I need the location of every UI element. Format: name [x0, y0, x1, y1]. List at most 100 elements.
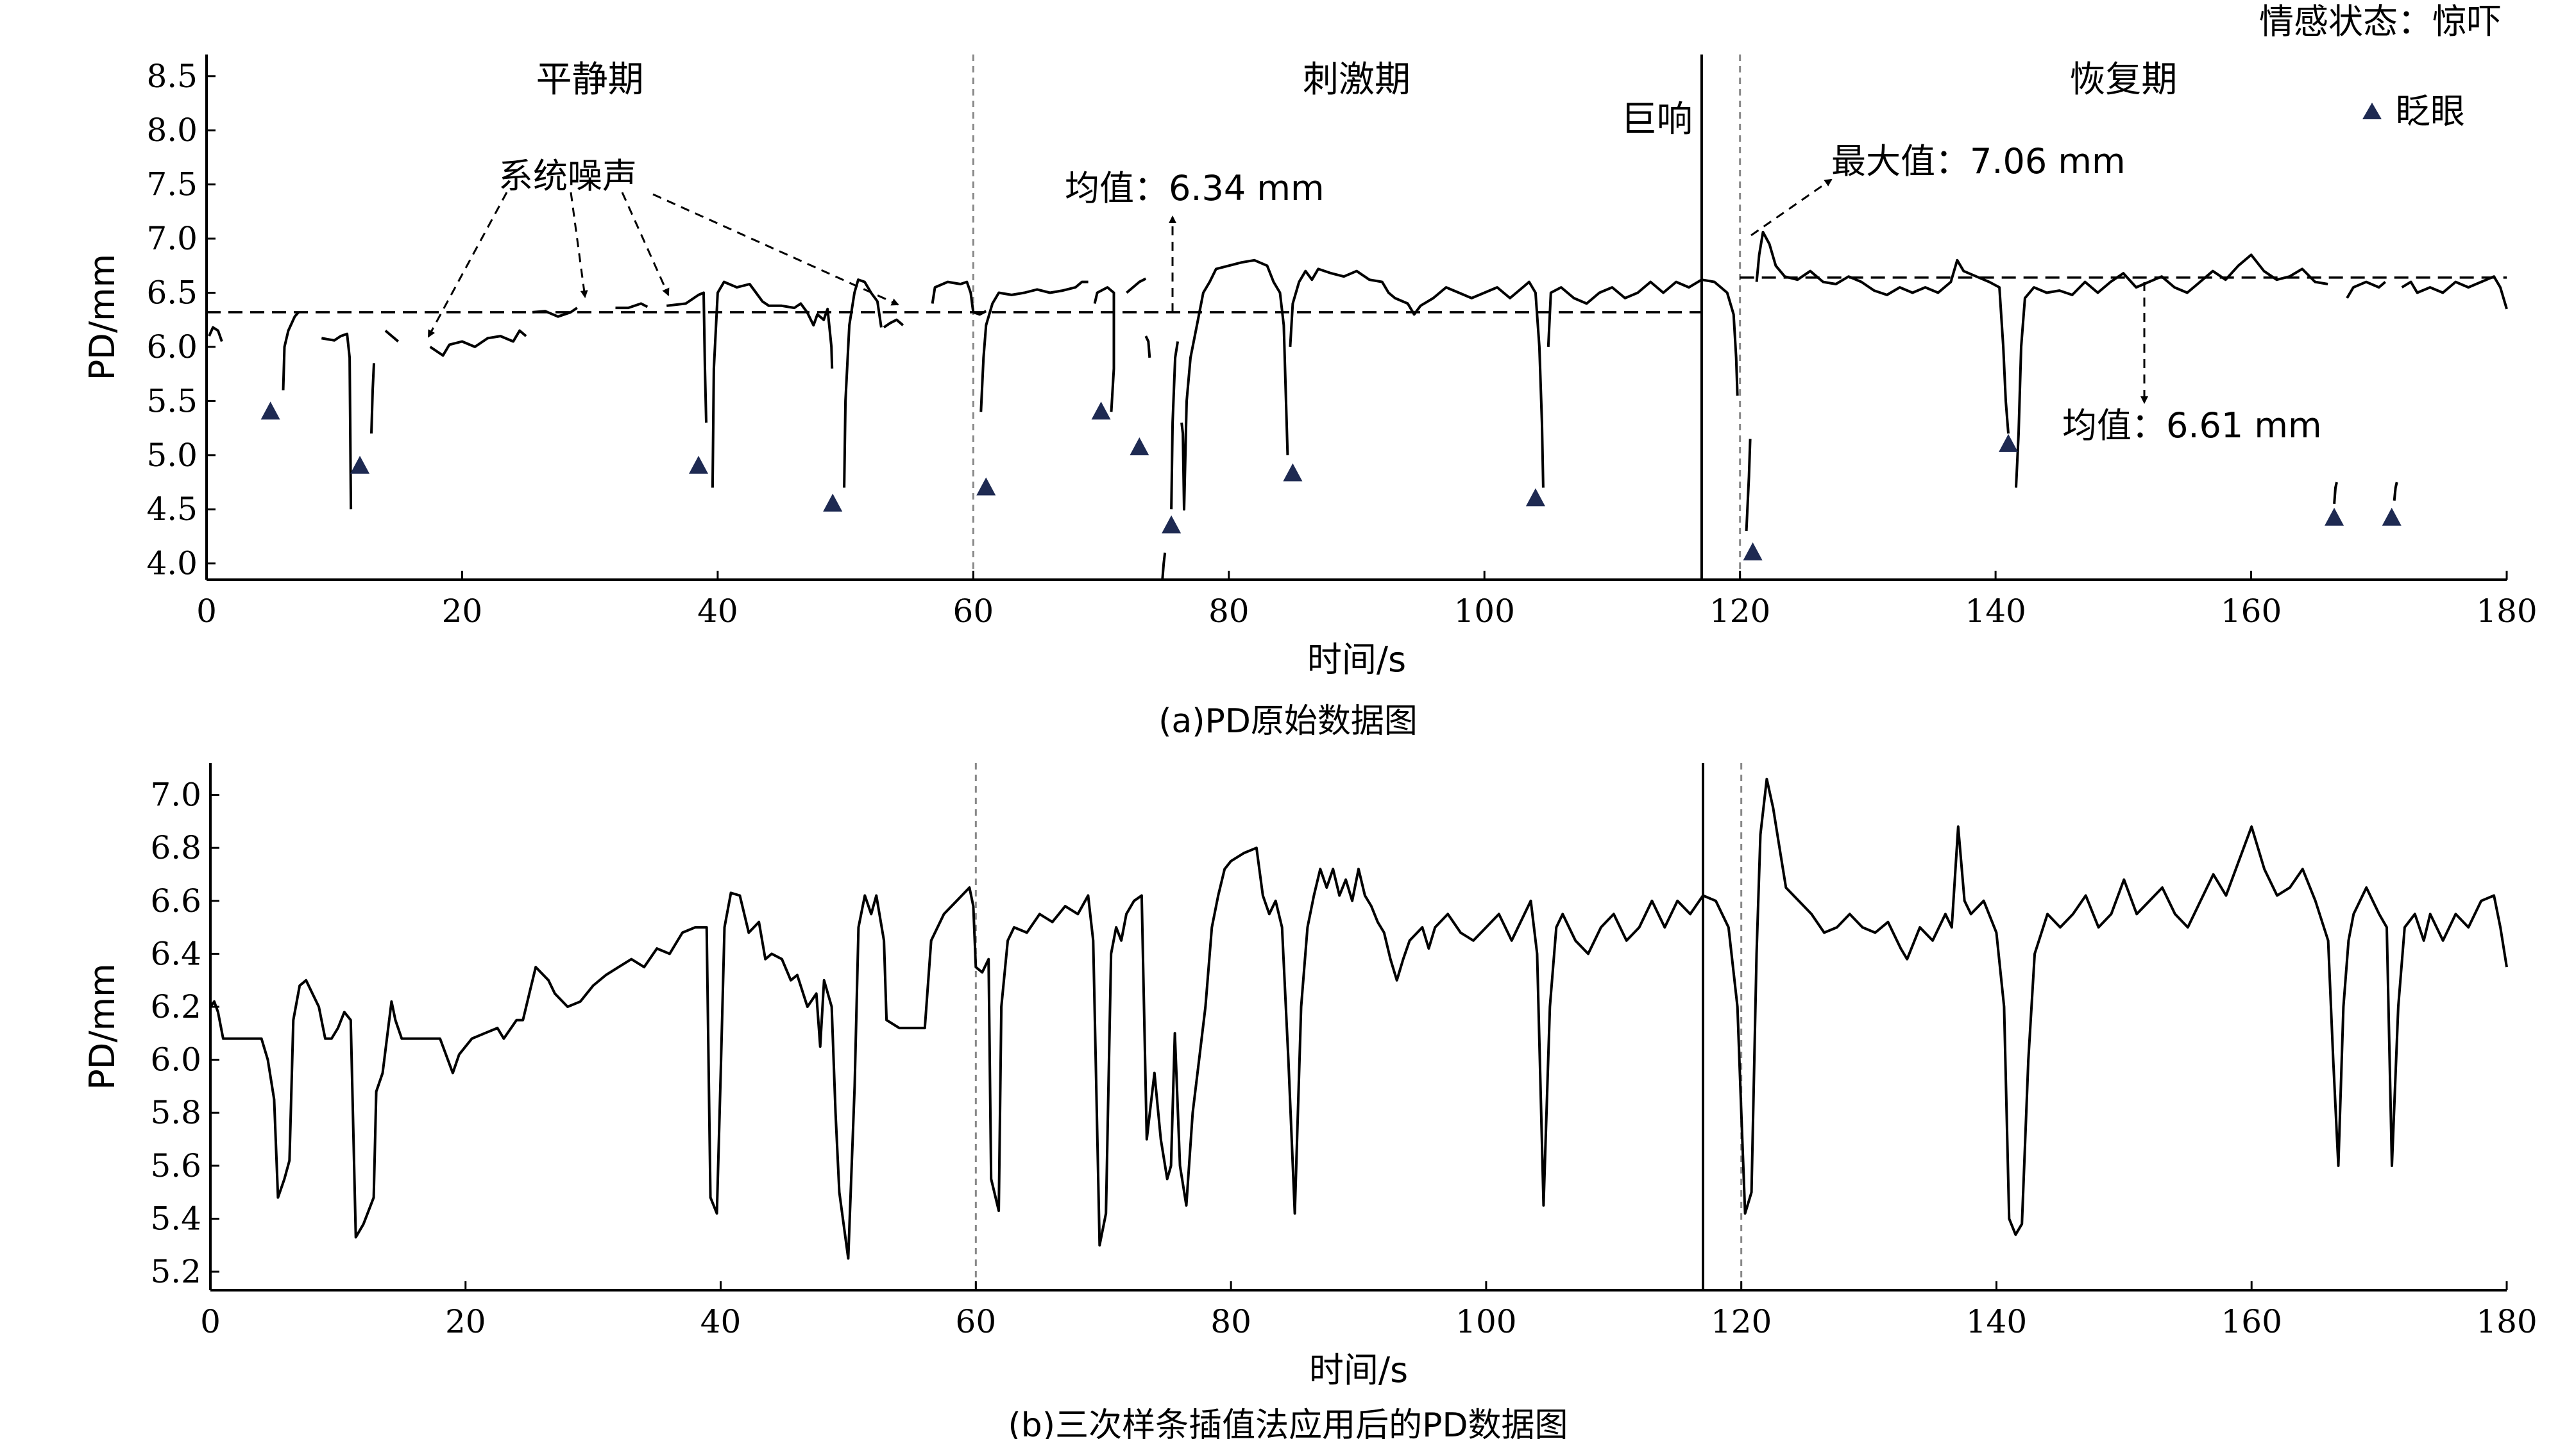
chart-b-y-tick-label: 6.0 [150, 1041, 201, 1079]
chart-b-y-tick-label: 6.4 [150, 935, 201, 972]
raw-pd-segment [370, 363, 375, 434]
max-arrow [1750, 178, 1833, 237]
raw-pd-segment [1126, 277, 1147, 294]
raw-pd-segment [931, 280, 987, 316]
raw-pd-segment [2401, 275, 2508, 310]
chart-a-x-tick-label: 100 [1454, 593, 1515, 630]
chart-a-x-tick-label: 40 [697, 593, 738, 630]
chart-b-x-tick-label: 100 [1455, 1303, 1516, 1340]
max-annotation: 最大值：7.06 mm [1831, 141, 2126, 181]
raw-pd-segment [666, 291, 708, 423]
raw-pd-segment [2346, 280, 2387, 299]
phase-label-recovery: 恢复期 [2069, 59, 2177, 101]
blink-marker [976, 477, 996, 496]
chart-b-caption: (b)三次样条插值法应用后的PD数据图 [1008, 1406, 1568, 1439]
raw-pd-segment [384, 330, 400, 343]
emotion-state-label: 情感状态：惊吓 [2259, 1, 2502, 42]
blink-marker [1283, 463, 1303, 482]
raw-pd-segment [208, 326, 223, 342]
chart-b: 0 20 40 60 80 100 120 140 160 180 5.2 5.4 5.6 5.8 6.0 6… [82, 763, 2538, 1439]
raw-pd-segment [883, 318, 904, 329]
chart-a-caption: (a)PD原始数据图 [1158, 702, 1418, 741]
interpolated-pd-line [209, 777, 2508, 1260]
blink-marker [2325, 507, 2344, 526]
blink-marker [350, 455, 370, 474]
legend-blink-marker [2362, 103, 2382, 119]
chart-a-raw-series [208, 230, 2508, 580]
raw-pd-segment [2393, 482, 2398, 501]
blink-marker [260, 401, 280, 420]
chart-a-y-tick-label: 6.5 [146, 274, 198, 312]
mean-stimulus-annotation: 均值：6.34 mm [1065, 168, 1325, 208]
blink-marker [2382, 507, 2402, 526]
raw-pd-segment [532, 307, 578, 318]
chart-a-y-tick-label: 4.0 [146, 545, 198, 582]
raw-pd-segment [2015, 253, 2328, 488]
raw-pd-segment [321, 332, 353, 510]
blink-marker [689, 455, 709, 474]
chart-a-x-tick-label: 160 [2221, 593, 2282, 630]
chart-a-y-tick-label: 6.0 [146, 328, 198, 366]
chart-b-x-tick-label: 60 [956, 1303, 997, 1340]
chart-b-x-tick-label: 0 [200, 1303, 221, 1340]
chart-b-y-tick-label: 5.2 [150, 1253, 201, 1290]
chart-a: 0 20 40 60 80 100 120 140 160 180 4.0 4.5 5.0 5.5 6.0 6… [82, 55, 2538, 741]
chart-b-x-tick-label: 160 [2221, 1303, 2282, 1340]
chart-b-x-tick-label: 180 [2476, 1303, 2537, 1340]
chart-b-x-tick-label: 20 [445, 1303, 486, 1340]
blink-marker [1743, 542, 1763, 560]
legend: 眨眼 [2362, 91, 2465, 131]
chart-a-y-tick-label: 4.5 [146, 491, 198, 528]
chart-b-x-tick-label: 80 [1210, 1303, 1251, 1340]
chart-a-y-tick-label: 7.5 [146, 166, 198, 203]
chart-a-x-tick-label: 180 [2476, 593, 2537, 630]
raw-pd-segment [1755, 230, 2010, 434]
raw-pd-segment [1745, 439, 1752, 532]
chart-b-y-tick-label: 6.6 [150, 882, 201, 920]
raw-pd-segment [1180, 258, 1289, 511]
chart-b-y-tick-label: 6.2 [150, 988, 201, 1025]
system-noise-annotation: 系统噪声 [498, 156, 637, 196]
system-noise-arrows [427, 192, 899, 338]
chart-a-x-tick-label: 0 [196, 593, 217, 630]
chart-a-x-tick-label: 140 [1965, 593, 2026, 630]
chart-b-x-tick-label: 40 [700, 1303, 741, 1340]
chart-a-y-tick-label: 5.0 [146, 437, 198, 474]
chart-a-y-tick-label: 8.0 [146, 112, 198, 149]
chart-a-y-axis-label: PD/mm [82, 254, 123, 381]
blink-marker [823, 493, 843, 512]
chart-b-y-tick-label: 5.4 [150, 1200, 201, 1237]
legend-blink-label: 眨眼 [2396, 91, 2465, 131]
raw-pd-segment [711, 280, 834, 488]
chart-b-x-tick-label: 120 [1711, 1303, 1772, 1340]
raw-pd-segment [1093, 286, 1115, 412]
chart-a-x-axis-label: 时间/s [1307, 639, 1406, 680]
raw-pd-segment [1289, 267, 1545, 488]
chart-a-y-tick-label: 7.0 [146, 220, 198, 257]
chart-a-x-tick-label: 80 [1208, 593, 1250, 630]
raw-pd-segment [282, 311, 300, 391]
chart-b-y-tick-label: 5.8 [150, 1094, 201, 1131]
blink-marker [1130, 437, 1149, 455]
chart-b-interpolated-series [209, 777, 2508, 1260]
chart-b-x-tick-label: 140 [1966, 1303, 2027, 1340]
raw-pd-segment [429, 329, 527, 357]
chart-b-y-tick-label: 5.6 [150, 1147, 201, 1184]
blink-marker [1525, 488, 1545, 507]
raw-pd-segment [1161, 552, 1167, 580]
chart-a-y-tick-label: 5.5 [146, 382, 198, 419]
phase-label-calm: 平静期 [536, 59, 644, 101]
raw-pd-segment [1170, 341, 1180, 510]
blink-marker [1091, 401, 1111, 420]
raw-pd-segment [843, 278, 883, 488]
loud-noise-label: 巨响 [1621, 99, 1693, 140]
raw-pd-segment [1546, 278, 1739, 396]
blink-marker [1162, 515, 1182, 534]
blink-marker [1999, 433, 2019, 452]
phase-label-stimulus: 刺激期 [1303, 59, 1411, 101]
raw-pd-segment [2333, 482, 2338, 504]
mean-recovery-annotation: 均值：6.61 mm [2062, 405, 2322, 446]
chart-a-x-tick-label: 60 [953, 593, 994, 630]
chart-b-y-axis-label: PD/mm [82, 963, 123, 1090]
